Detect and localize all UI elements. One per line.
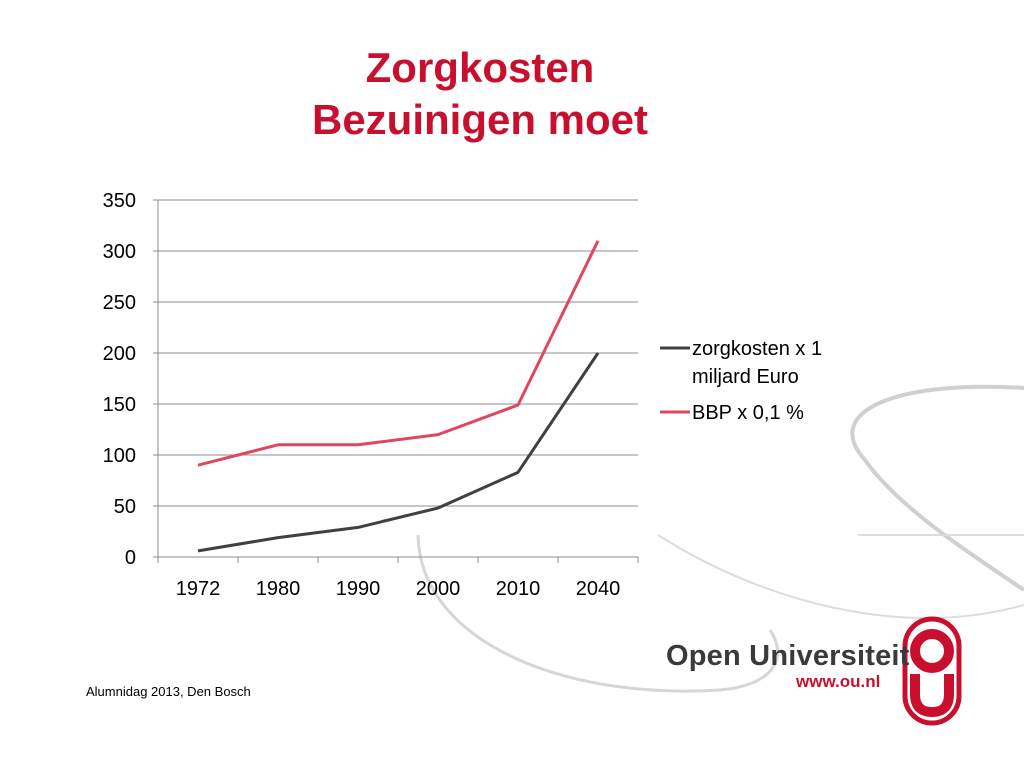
x-tick-label: 2010: [496, 578, 541, 600]
x-tick-label: 1990: [336, 578, 381, 600]
legend-label-2: BBP x 0,1 %: [692, 402, 804, 424]
y-tick-label: 300: [103, 241, 136, 263]
x-tick-label: 1972: [176, 578, 221, 600]
x-tick-label: 1980: [256, 578, 301, 600]
chart-axes: [153, 199, 639, 563]
x-tick-label: 2040: [576, 578, 621, 600]
y-tick-label: 250: [103, 292, 136, 314]
y-tick-label: 50: [114, 496, 136, 518]
footer-text: Alumnidag 2013, Den Bosch: [86, 684, 251, 699]
y-tick-label: 150: [103, 394, 136, 416]
chart-legend: zorgkosten x 1 miljard Euro BBP x 0,1 %: [660, 338, 822, 424]
page-title-line-1: Zorgkosten: [365, 44, 595, 91]
y-tick-label: 100: [103, 445, 136, 467]
x-tick-label: 2000: [416, 578, 461, 600]
series-line-1: [197, 352, 600, 553]
y-tick-label: 0: [125, 547, 136, 569]
logo-url: www.ou.nl: [796, 672, 881, 691]
chart-series: [197, 240, 600, 553]
y-tick-label: 350: [103, 190, 136, 212]
chart-tick-labels: 0 50 100 150 200 250 300 350 1972 1980 1990 2000 201…: [103, 190, 621, 600]
series-line-2: [197, 240, 600, 467]
y-tick-label: 200: [103, 343, 136, 365]
ou-logo-icon: [902, 616, 962, 726]
legend-label-1: zorgkosten x 1 miljard Euro: [692, 338, 822, 388]
logo-wordmark: Open Universiteit: [666, 640, 910, 672]
page-title-line-2: Bezuinigen moet: [311, 96, 649, 143]
chart-gridlines: [158, 199, 638, 507]
